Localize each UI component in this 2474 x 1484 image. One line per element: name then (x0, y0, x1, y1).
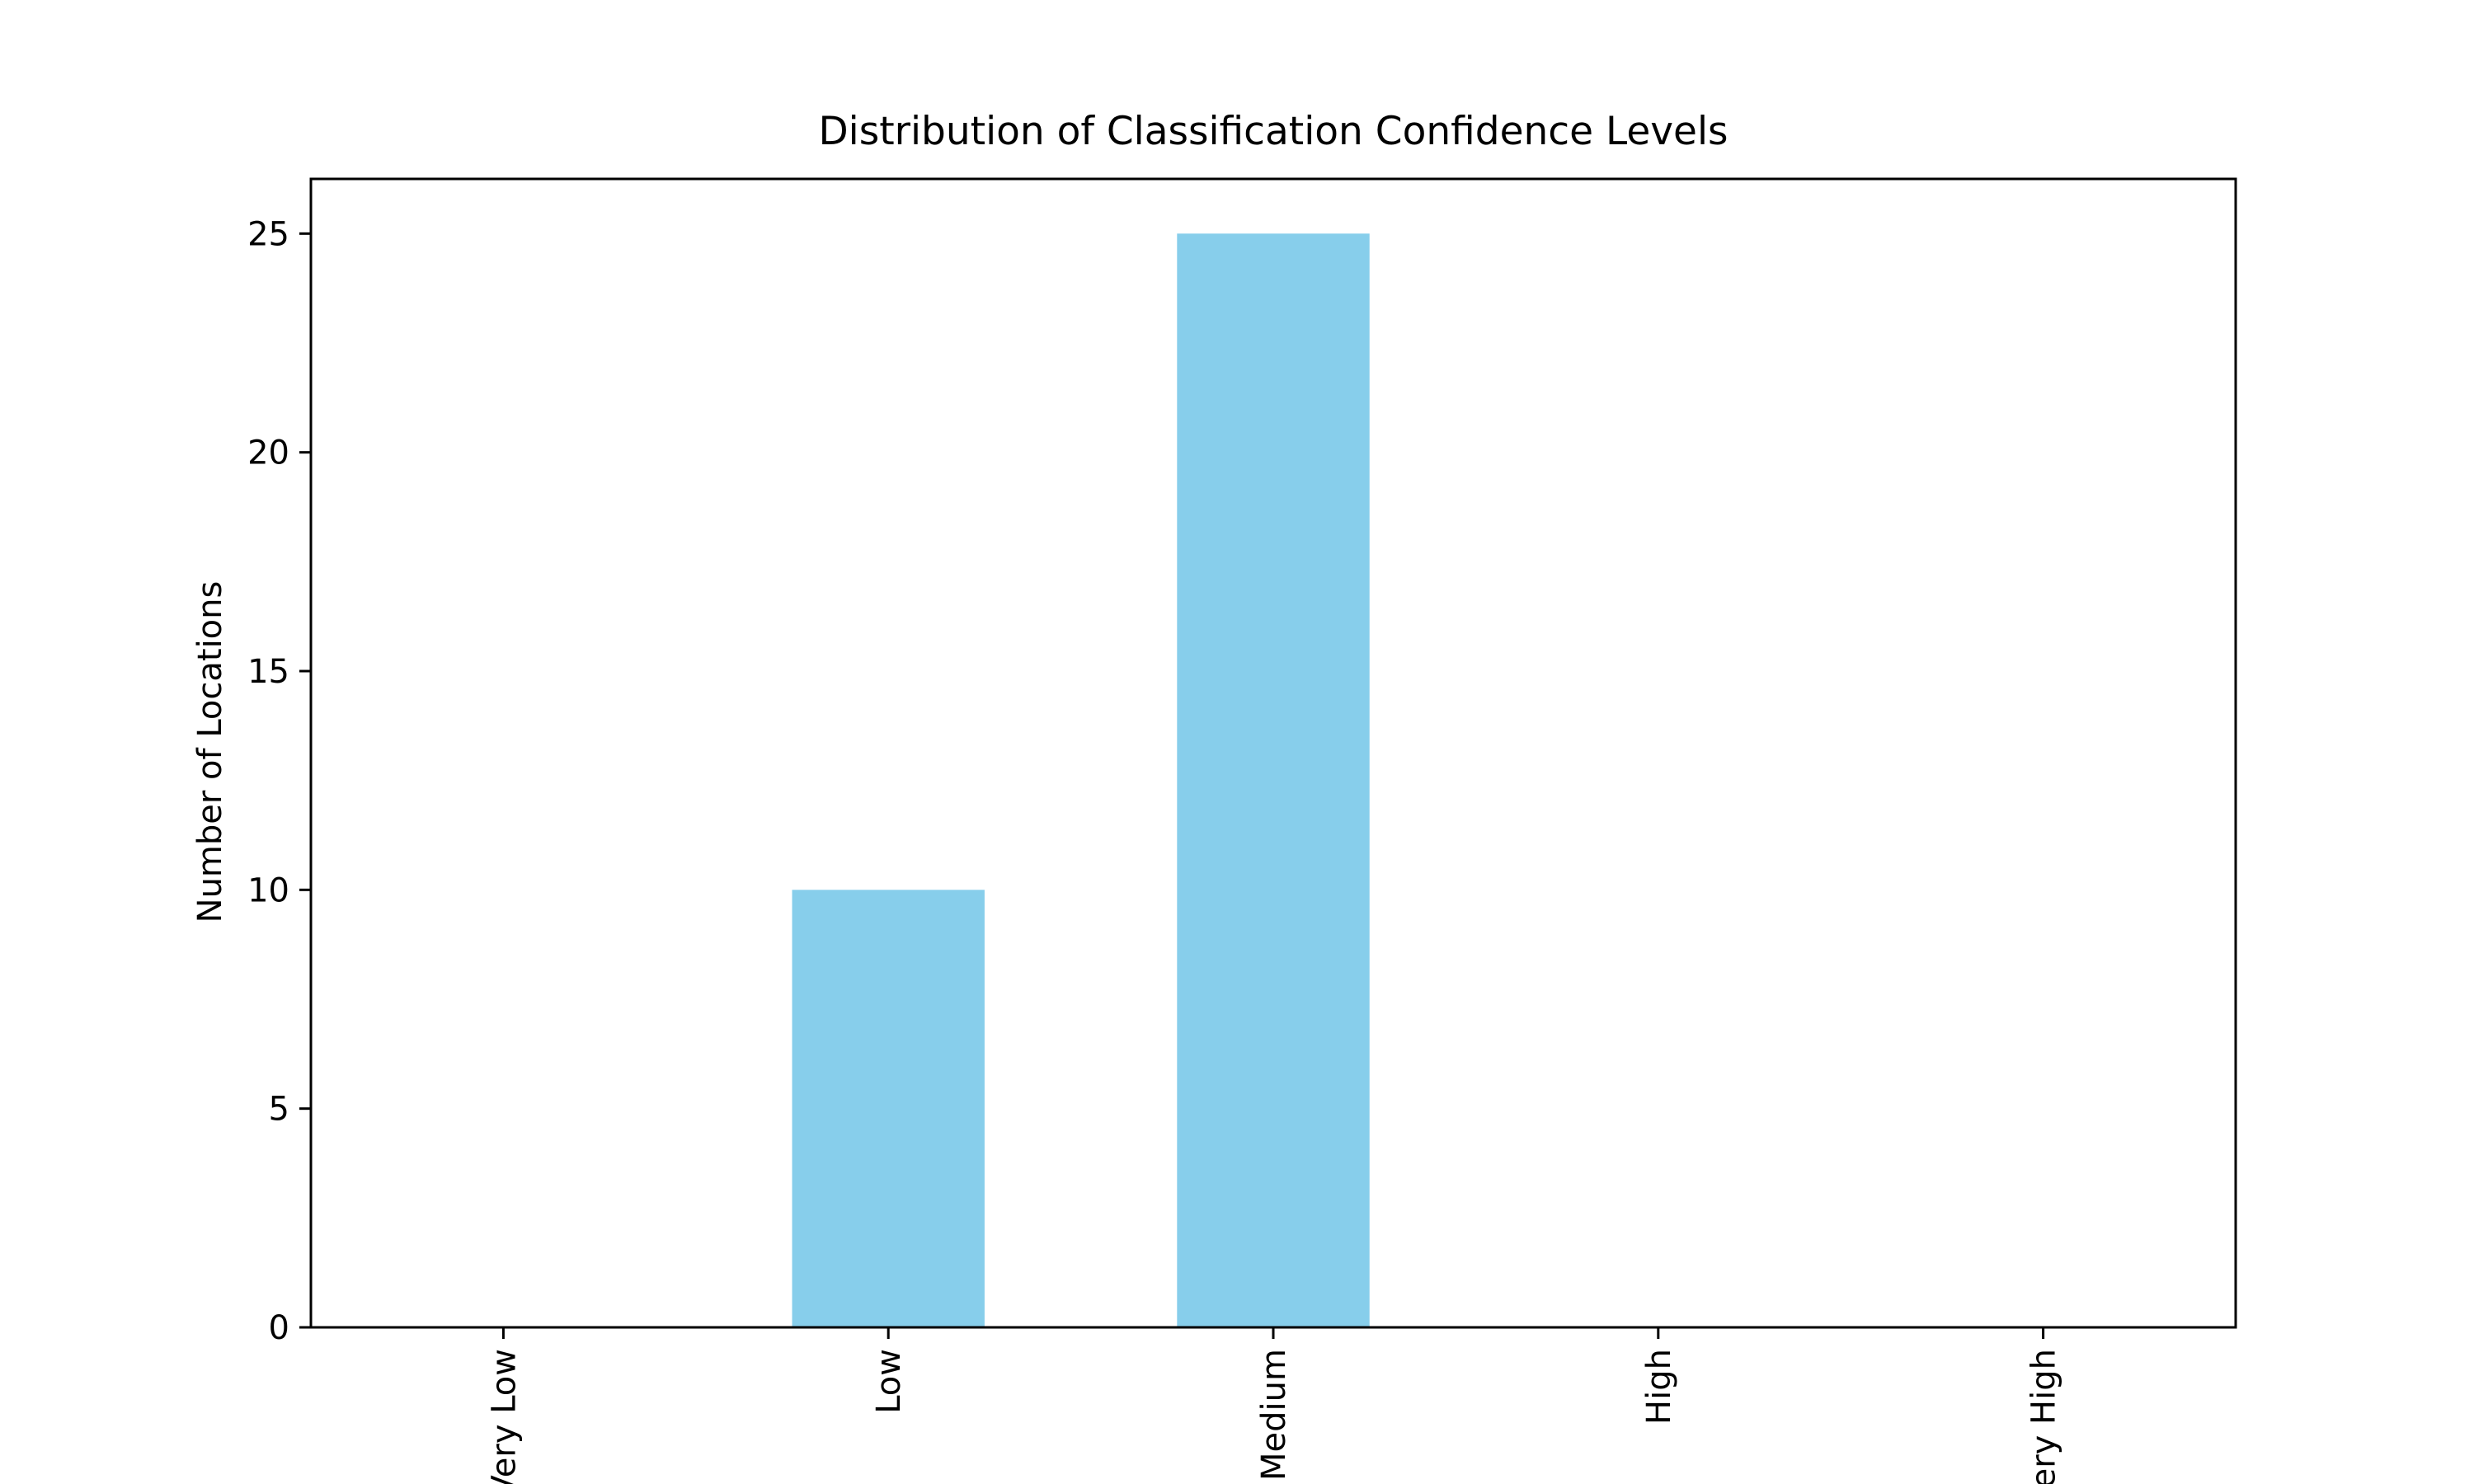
x-tick-label: Very Low (485, 1349, 523, 1484)
chart-title: Distribution of Classification Confidenc… (818, 109, 1728, 154)
x-tick-label: Medium (1255, 1349, 1293, 1481)
bar-low (792, 890, 985, 1327)
x-ticks-group: Very Low Low Medium High Very High (485, 1327, 2063, 1484)
y-tick-label: 0 (269, 1309, 289, 1347)
y-tick-label: 15 (247, 653, 289, 691)
bars-group (792, 233, 1370, 1328)
y-tick-label: 20 (247, 434, 289, 472)
x-tick-label: Low (870, 1349, 908, 1414)
x-tick-label: Very High (2025, 1349, 2063, 1484)
y-ticks-group: 0 5 10 15 20 25 (247, 215, 311, 1347)
y-tick-label: 5 (269, 1091, 289, 1129)
y-tick-label: 10 (247, 871, 289, 909)
bar-medium (1177, 233, 1370, 1328)
y-axis-label: Number of Locations (191, 581, 229, 923)
x-tick-label: High (1640, 1349, 1678, 1425)
plot-area-frame (309, 177, 2237, 1329)
y-tick-label: 25 (247, 215, 289, 253)
